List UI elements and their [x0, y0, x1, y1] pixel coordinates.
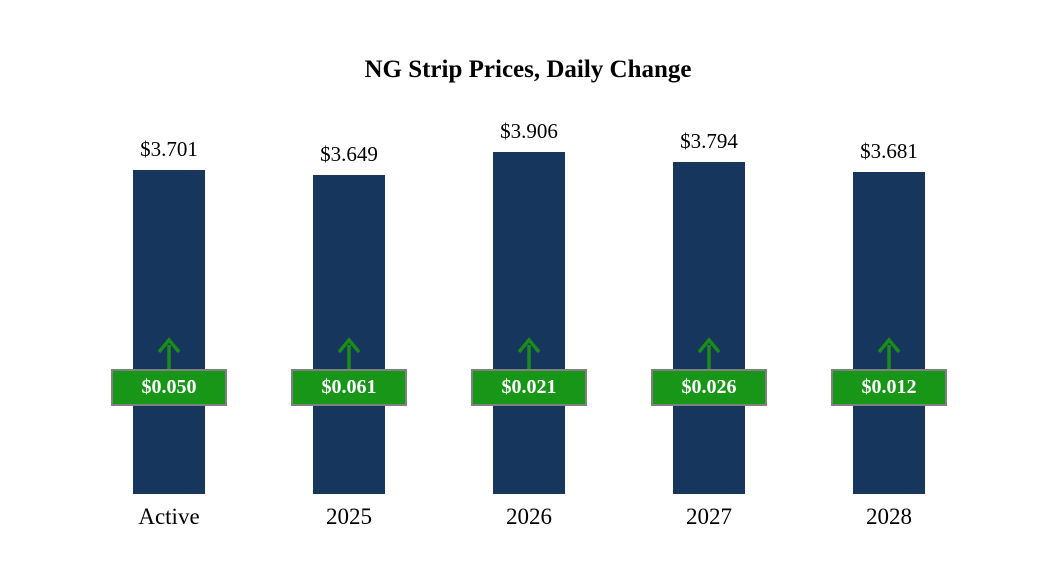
bar-group-2027: $3.794 $0.026 2027 — [609, 0, 809, 576]
daily-change-badge: $0.026 — [651, 368, 767, 406]
price-bar — [673, 162, 745, 494]
price-bar — [313, 174, 385, 494]
daily-change-badge: $0.012 — [831, 368, 947, 406]
price-bar — [133, 170, 205, 494]
daily-change-badge: $0.050 — [111, 368, 227, 406]
price-label: $3.681 — [860, 138, 918, 163]
bar-group-2028: $3.681 $0.012 2028 — [789, 0, 989, 576]
daily-change-badge: $0.021 — [471, 368, 587, 406]
price-bar — [853, 171, 925, 494]
bar-group-2026: $3.906 $0.021 2026 — [429, 0, 629, 576]
category-label: 2028 — [866, 504, 912, 529]
up-arrow-icon — [697, 336, 721, 371]
bar-group-2025: $3.649 $0.061 2025 — [249, 0, 449, 576]
price-label: $3.906 — [500, 119, 558, 144]
bar-group-active: $3.701 $0.050 Active — [69, 0, 269, 576]
price-label: $3.794 — [680, 129, 738, 154]
price-label: $3.701 — [140, 137, 198, 162]
category-label: 2027 — [686, 504, 732, 529]
up-arrow-icon — [157, 336, 181, 371]
up-arrow-icon — [337, 336, 361, 371]
category-label: 2026 — [506, 504, 552, 529]
price-bar — [493, 152, 565, 494]
category-label: 2025 — [326, 504, 372, 529]
category-label: Active — [138, 504, 200, 529]
daily-change-badge: $0.061 — [291, 368, 407, 406]
up-arrow-icon — [517, 336, 541, 371]
up-arrow-icon — [877, 336, 901, 371]
price-label: $3.649 — [320, 141, 378, 166]
chart-title: NG Strip Prices, Daily Change — [364, 56, 692, 83]
